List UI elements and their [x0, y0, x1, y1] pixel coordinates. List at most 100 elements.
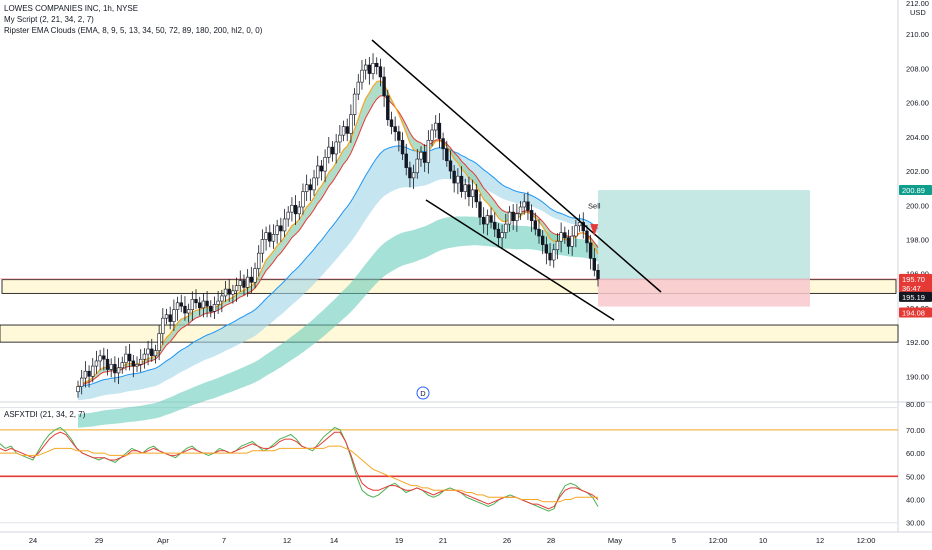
- candle: [327, 146, 331, 158]
- price-tick-label: 198.00: [906, 235, 929, 244]
- wedge-upper-trendline: [371, 39, 662, 293]
- candle: [116, 367, 121, 374]
- dividend-marker-icon: [416, 386, 430, 400]
- indicator-legend-my-script[interactable]: My Script (2, 21, 34, 2, 7): [4, 15, 94, 24]
- candle: [316, 165, 320, 179]
- candle: [164, 314, 169, 319]
- currency-label: USD: [910, 8, 926, 17]
- candle: [408, 167, 412, 179]
- price-tag-target-text: 200.89: [902, 186, 925, 195]
- candle: [105, 358, 110, 370]
- candle: [522, 201, 526, 208]
- candle: [397, 131, 401, 141]
- time-tick-label: 12:00: [857, 536, 876, 545]
- candle: [323, 157, 327, 172]
- candle: [227, 288, 231, 295]
- candle: [415, 158, 419, 174]
- candle: [529, 210, 534, 221]
- oscillator-line-2: [0, 431, 599, 510]
- oscillator-line-1: [0, 426, 599, 512]
- price-tag-level: [899, 291, 932, 302]
- candle: [526, 201, 530, 211]
- price-tag-countdown-text: 36:47: [902, 284, 921, 293]
- candle: [504, 223, 508, 233]
- candle: [540, 235, 545, 245]
- candle: [87, 370, 91, 377]
- candle: [260, 239, 265, 254]
- time-tick-label: 5: [672, 536, 676, 545]
- candle: [212, 304, 217, 312]
- candle: [334, 141, 338, 155]
- price-tag-last-text: 195.70: [902, 275, 925, 284]
- candle: [290, 204, 294, 213]
- oscillator-legend[interactable]: ASFXTDI (21, 34, 2, 7): [4, 410, 86, 419]
- support-zone: [0, 324, 899, 343]
- indicator-legend-ema-clouds[interactable]: Ripster EMA Clouds (EMA, 8, 9, 5, 13, 34…: [4, 26, 263, 35]
- candle: [98, 355, 102, 362]
- ema-cloud-8-13: [78, 80, 598, 387]
- candle: [570, 235, 574, 247]
- candle: [389, 119, 394, 127]
- candle: [223, 288, 228, 297]
- candle: [286, 211, 290, 220]
- candle: [268, 232, 272, 242]
- candle: [493, 222, 497, 230]
- candle: [360, 69, 364, 83]
- candle: [478, 201, 482, 218]
- time-tick-label: 10: [759, 536, 767, 545]
- price-top-tick: 212.00: [906, 0, 929, 8]
- candle: [190, 299, 195, 310]
- candle: [574, 225, 578, 237]
- symbol-title[interactable]: LOWES COMPANIES INC, 1h, NYSE: [4, 4, 139, 13]
- candle: [131, 360, 136, 367]
- oscillator-tick-label: 60.00: [906, 449, 925, 458]
- candle: [356, 81, 360, 95]
- candle: [94, 360, 99, 367]
- candle: [596, 269, 600, 280]
- ema-cloud-34-50: [78, 145, 598, 401]
- candle: [150, 348, 154, 357]
- candle: [441, 138, 445, 150]
- time-tick-label: 12: [283, 536, 291, 545]
- candle: [319, 165, 324, 172]
- time-tick-label: May: [608, 536, 622, 545]
- candle: [242, 280, 246, 288]
- candle: [371, 62, 375, 74]
- candle: [563, 232, 567, 239]
- candle: [245, 276, 250, 288]
- candle: [555, 240, 560, 251]
- price-tick-label: 210.00: [906, 30, 929, 39]
- candle: [386, 95, 390, 121]
- ema-cloud-72-89: [78, 216, 598, 428]
- candle: [470, 189, 475, 198]
- candle: [434, 122, 438, 131]
- candle: [238, 280, 242, 286]
- candle: [363, 64, 368, 71]
- price-tick-label: 204.00: [906, 133, 929, 142]
- time-tick-label: 7: [222, 536, 226, 545]
- candle: [120, 362, 124, 369]
- candle: [79, 377, 84, 387]
- stop-zone: [598, 278, 810, 307]
- candle: [592, 258, 597, 271]
- candle: [352, 93, 357, 115]
- oscillator-tick-label: 50.00: [906, 472, 925, 481]
- candle: [253, 268, 257, 283]
- price-tag-stop-text: 194.08: [902, 309, 925, 318]
- candle: [422, 151, 427, 163]
- candle: [588, 242, 593, 259]
- oscillator-tick-label: 70.00: [906, 426, 925, 435]
- ema-8-line: [77, 80, 599, 388]
- candle: [91, 365, 95, 377]
- candle: [257, 252, 261, 269]
- candles-group: [76, 53, 600, 398]
- candle: [400, 139, 405, 155]
- candle: [367, 64, 372, 74]
- price-tick-label: 208.00: [906, 64, 929, 73]
- candle: [83, 370, 88, 379]
- dividend-marker-label: D: [420, 389, 426, 398]
- candle: [135, 364, 139, 367]
- candle: [264, 232, 268, 240]
